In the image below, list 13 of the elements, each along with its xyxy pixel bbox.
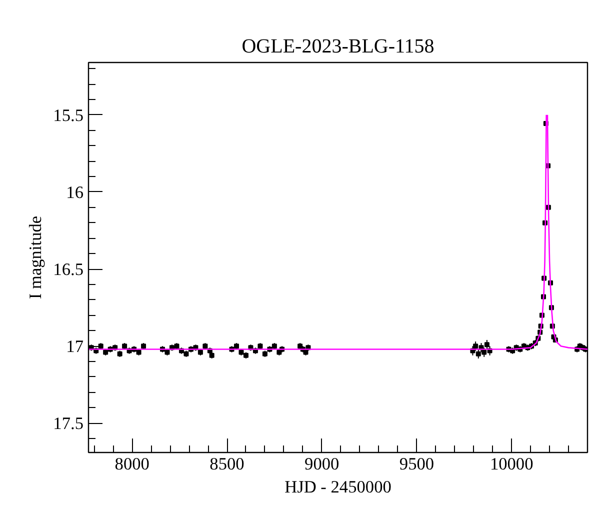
chart-title: OGLE-2023-BLG-1158 (242, 36, 434, 58)
x-tick-label: 9500 (399, 454, 434, 474)
x-tick-label: 8000 (114, 454, 150, 474)
x-axis-title: HJD - 2450000 (284, 478, 392, 496)
y-tick-label: 16 (66, 182, 84, 202)
y-tick-label: 17.5 (53, 414, 84, 434)
x-tick-label: 10000 (490, 454, 534, 474)
y-tick-label: 15.5 (53, 106, 84, 125)
x-tick-label: 8500 (210, 454, 244, 474)
y-tick-label: 16.5 (53, 260, 84, 280)
x-tick-label: 9000 (304, 454, 340, 474)
y-tick-label: 17 (66, 337, 84, 356)
y-axis-title: I magnitude (26, 216, 46, 300)
